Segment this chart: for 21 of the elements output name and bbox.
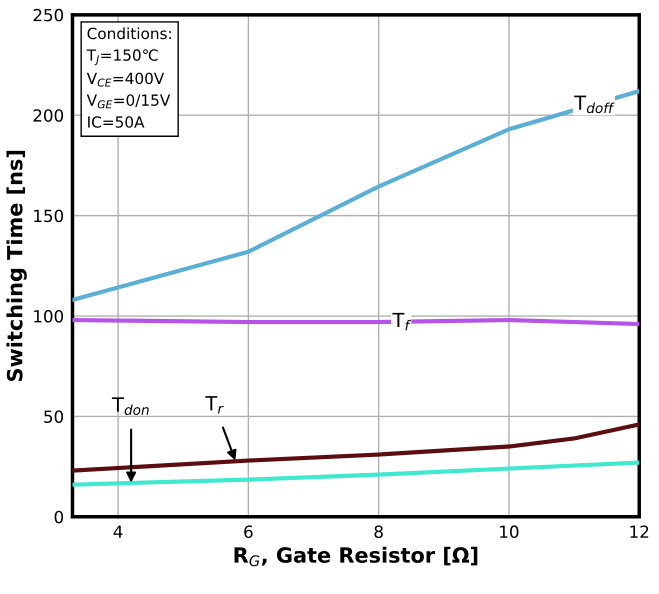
series-label: T$_{f}$	[392, 312, 412, 330]
y-tick-label: 250	[34, 8, 64, 22]
line-series	[72, 89, 640, 302]
x-tick-label: 6	[244, 525, 253, 538]
x-tick-label: 12	[630, 525, 648, 538]
text: Conditions: T$_{J}$=150℃ V$_{CE}$=400V V$_{GE}$=0/15V IC=50A	[86, 27, 171, 128]
line-series	[72, 422, 640, 473]
y-tick-label: 150	[34, 210, 64, 222]
y-axis-title: Switching Time [ns]	[6, 150, 27, 382]
x-tick-label: 10	[500, 525, 518, 538]
y-tick-label: 200	[34, 109, 64, 122]
y-tick-label: 50	[44, 410, 64, 423]
annotation: T$_{r}$	[205, 396, 224, 414]
y-tick-label: 0	[54, 510, 64, 524]
line-series	[72, 460, 640, 487]
x-tick-label: 8	[374, 525, 383, 538]
annotation: T$_{don}$	[112, 397, 149, 415]
series-label: T$_{doff}$	[574, 96, 615, 114]
x-axis-title: R$_{G}$, Gate Resistor [Ω]	[234, 546, 478, 566]
y-tick-label: 100	[34, 310, 64, 323]
x-tick-label: 4	[114, 526, 122, 538]
